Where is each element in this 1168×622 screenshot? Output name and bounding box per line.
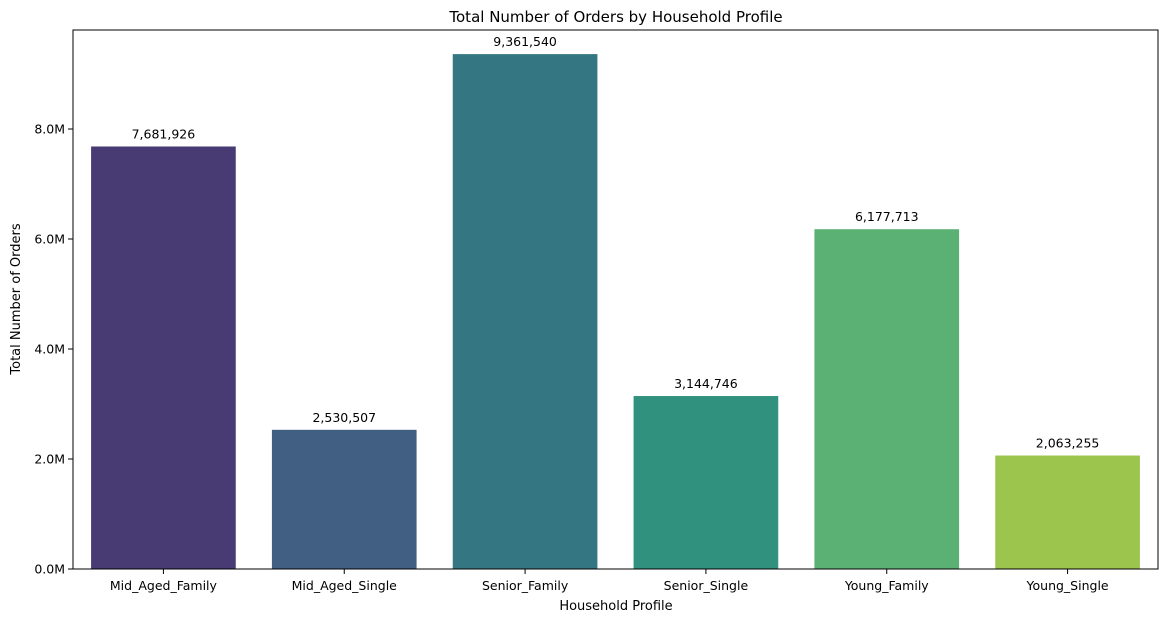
data-label: 9,361,540 [493, 34, 557, 49]
bars-group [91, 54, 1140, 570]
bar-senior-family [452, 54, 598, 570]
bar-young-single [995, 455, 1140, 569]
y-tick-label: 0.0M [34, 562, 65, 577]
data-labels-group: 7,681,926 2,530,507 9,361,540 3,144,746 6,17… [132, 34, 1100, 450]
y-tick-label: 6.0M [34, 232, 65, 247]
data-label: 3,144,746 [674, 376, 738, 391]
chart-title: Total Number of Orders by Household Prof… [448, 8, 782, 26]
bar-mid-aged-single [271, 429, 417, 569]
y-tick-label: 4.0M [34, 342, 65, 357]
bar-young-family [814, 229, 960, 570]
x-axis-label: Household Profile [559, 599, 672, 614]
data-label: 7,681,926 [132, 126, 196, 141]
x-tick-label: Mid_Aged_Family [110, 578, 218, 593]
data-label: 2,063,255 [1036, 436, 1100, 451]
y-tick-label: 2.0M [34, 452, 65, 467]
y-axis-ticks: 0.0M 2.0M 4.0M 6.0M 8.0M [34, 122, 73, 577]
y-axis-label: Total Number of Orders [9, 223, 24, 375]
x-tick-label: Young_Family [844, 578, 929, 593]
data-label: 2,530,507 [312, 410, 376, 425]
x-tick-label: Mid_Aged_Single [292, 578, 398, 593]
x-tick-label: Senior_Family [482, 578, 569, 593]
x-tick-label: Senior_Single [664, 578, 749, 593]
plot-frame [72, 29, 1159, 570]
bar-senior-single [633, 396, 779, 569]
y-tick-label: 8.0M [34, 122, 65, 137]
bar-mid-aged-family [91, 146, 236, 569]
data-label: 6,177,713 [855, 209, 919, 224]
x-axis-ticks: Mid_Aged_Family Mid_Aged_Single Senior_Fam… [110, 569, 1109, 593]
plot-area: 7,681,926 2,530,507 9,361,540 3,144,746 6,17… [34, 29, 1159, 593]
x-tick-label: Young_Single [1026, 578, 1109, 593]
